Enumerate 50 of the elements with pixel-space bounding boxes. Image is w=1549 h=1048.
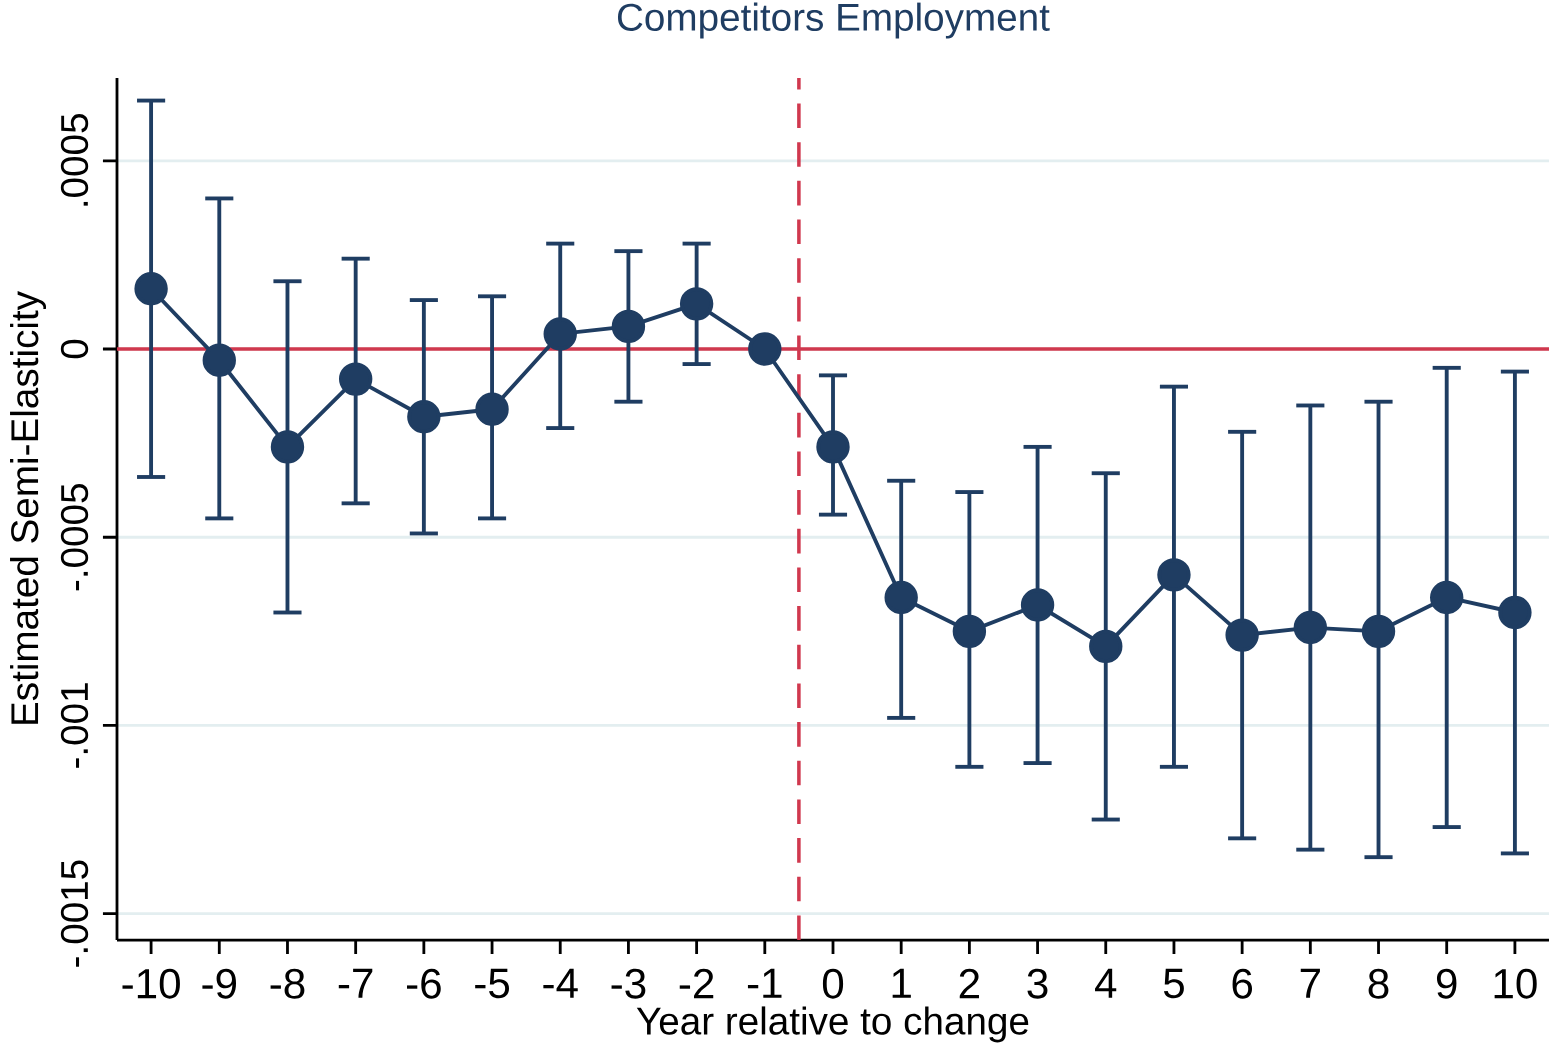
y-tick-label: -.0015 xyxy=(60,860,89,967)
y-tick-label: .0005 xyxy=(60,114,89,206)
y-tick-label: 0 xyxy=(60,339,89,359)
point xyxy=(1430,580,1464,615)
point xyxy=(1089,629,1123,664)
x-tick-label: 1 xyxy=(892,968,911,998)
x-tick-label: -7 xyxy=(338,968,373,998)
point xyxy=(270,430,305,464)
x-tick-label: 4 xyxy=(1095,968,1117,998)
x-tick-label: 0 xyxy=(822,968,844,999)
point xyxy=(1020,588,1055,622)
point xyxy=(134,272,168,306)
point xyxy=(952,614,987,649)
x-tick-label: 8 xyxy=(1368,968,1389,999)
point xyxy=(884,580,918,615)
x-tick-label: -5 xyxy=(475,968,510,999)
x-tick-label: -10 xyxy=(122,968,180,999)
x-tick-label: 9 xyxy=(1436,968,1457,999)
point xyxy=(1157,558,1191,592)
x-tick-label: -6 xyxy=(406,968,441,999)
x-tick-label: 2 xyxy=(959,968,979,999)
x-tick-label: -9 xyxy=(202,968,237,999)
point xyxy=(407,400,441,434)
x-tick-label: 6 xyxy=(1232,968,1253,999)
x-tick-label: 3 xyxy=(1027,968,1048,999)
point xyxy=(543,317,577,351)
point xyxy=(679,287,714,321)
y-axis-title: Estimated Semi-Elasticity xyxy=(10,291,47,724)
point xyxy=(475,392,509,426)
point xyxy=(202,343,236,377)
y-tick-label: -.0005 xyxy=(60,484,89,591)
x-tick-label: -1 xyxy=(747,968,782,998)
x-axis-title: Year relative to change xyxy=(636,1006,1029,1043)
point xyxy=(1498,595,1532,630)
chart-title: Competitors Employment xyxy=(617,2,1050,39)
point xyxy=(1361,614,1396,649)
x-tick-label: -3 xyxy=(611,968,646,999)
point xyxy=(748,332,782,366)
x-tick-label: 5 xyxy=(1163,968,1184,999)
x-tick-label: -8 xyxy=(270,968,305,999)
x-tick-label: -2 xyxy=(679,968,714,999)
point xyxy=(816,430,850,464)
y-tick-label: -.001 xyxy=(60,683,89,768)
point xyxy=(611,309,646,344)
x-tick-label: -4 xyxy=(543,968,578,998)
x-tick-label: 10 xyxy=(1494,968,1537,999)
point xyxy=(1293,610,1328,645)
point xyxy=(338,362,373,396)
point xyxy=(1225,618,1259,652)
x-tick-label: 7 xyxy=(1300,968,1320,998)
